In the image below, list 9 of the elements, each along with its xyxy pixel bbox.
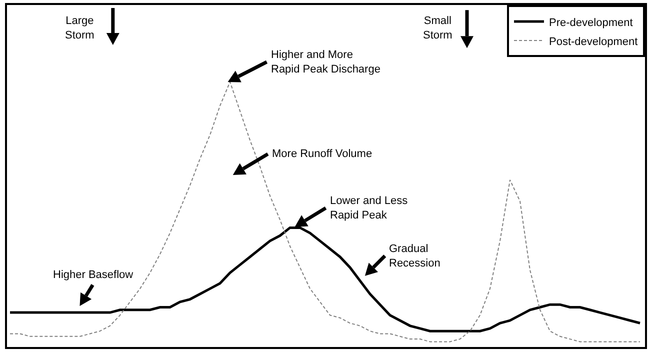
text: Small Storm bbox=[423, 15, 452, 42]
text: Higher and More Rapid Peak Discharge bbox=[271, 49, 380, 76]
annotation: Higher Baseflow bbox=[53, 269, 134, 281]
annotation: Lower and Less Rapid Peak bbox=[330, 195, 408, 222]
annotation: Gradual Recession bbox=[389, 243, 440, 270]
legend-label: Post-development bbox=[549, 36, 638, 48]
legend-label: Pre-development bbox=[549, 16, 633, 29]
annotation: More Runoff Volume bbox=[272, 148, 372, 160]
text: Large Storm bbox=[65, 15, 94, 42]
